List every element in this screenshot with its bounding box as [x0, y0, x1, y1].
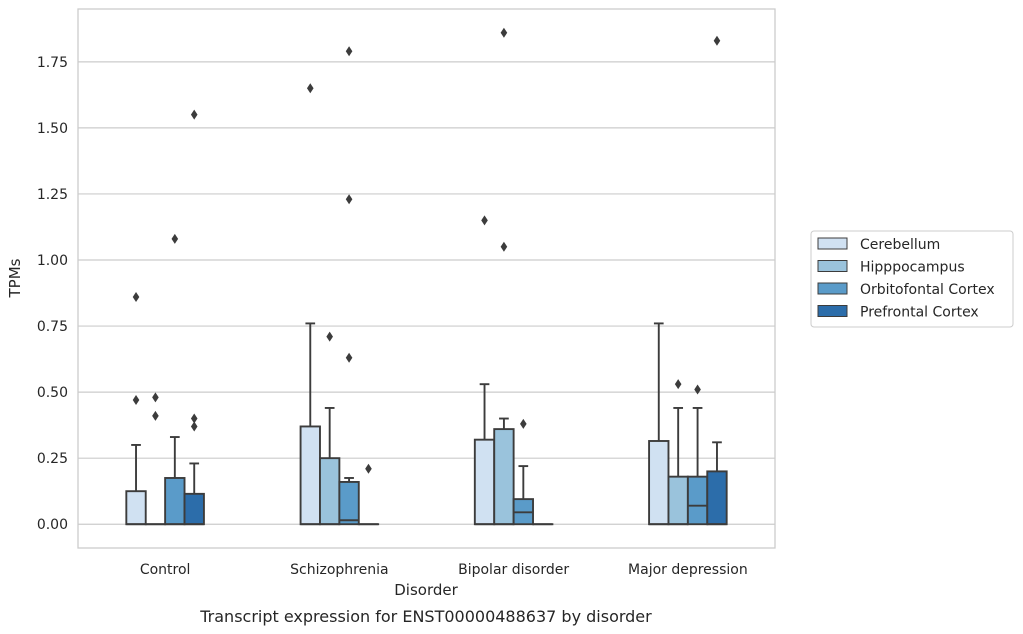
x-axis-label: Disorder: [394, 581, 458, 599]
legend-label: Orbitofontal Cortex: [860, 282, 995, 298]
box-group: [493, 27, 515, 526]
outlier-point: [694, 384, 701, 395]
box-group: [667, 379, 689, 526]
outlier-point: [190, 421, 198, 432]
box: [706, 470, 728, 526]
box-series: [125, 27, 728, 526]
legend-swatch: [817, 237, 848, 250]
outlier-point: [500, 241, 508, 252]
outlier-point: [500, 27, 508, 38]
box-group: [319, 331, 341, 526]
y-tick-label: 1.50: [37, 121, 68, 137]
x-tick-labels: Control Schizophrenia Bipolar disorder Majo…: [140, 562, 748, 578]
x-tick-label: Control: [140, 562, 191, 578]
plot-frame: [77, 8, 776, 549]
outlier-point: [674, 379, 682, 390]
box-group: [686, 384, 709, 526]
chart-caption: Transcript expression for ENST0000048863…: [199, 607, 652, 626]
box-group: [706, 35, 728, 526]
box-group: [183, 109, 205, 526]
legend-label: Prefrontal Cortex: [860, 305, 979, 321]
box-group: [512, 418, 534, 526]
legend-swatch: [817, 260, 848, 272]
y-tick-label: 0.50: [37, 385, 68, 401]
box: [493, 428, 515, 526]
y-tick-label: 0.75: [37, 319, 68, 335]
legend-swatch: [817, 305, 848, 317]
outlier-point: [345, 352, 353, 363]
x-tick-label: Schizophrenia: [290, 562, 388, 578]
box: [338, 480, 360, 526]
x-tick-label: Bipolar disorder: [458, 562, 569, 578]
outlier-point: [190, 109, 198, 120]
box: [648, 440, 670, 526]
plot-background: [78, 9, 775, 548]
legend: Cerebellum Hipppocampus Orbitofontal Corte…: [810, 230, 1014, 328]
box: [125, 490, 147, 526]
box-group: [338, 46, 360, 526]
outlier-point: [306, 83, 314, 94]
box: [319, 457, 341, 526]
outlier-point: [345, 194, 353, 205]
outlier-point: [171, 233, 179, 244]
box: [473, 438, 496, 526]
x-tick-label: Major depression: [628, 562, 748, 578]
outlier-point: [152, 392, 159, 403]
outlier-point: [481, 215, 488, 226]
box-group: [357, 463, 380, 526]
y-tick-label: 0.00: [37, 517, 68, 533]
outlier-point: [132, 291, 140, 302]
outlier-point: [365, 463, 372, 474]
box: [299, 425, 321, 526]
legend-label: Hipppocampus: [860, 260, 965, 276]
y-tick-label: 1.00: [37, 253, 68, 269]
y-tick-label: 0.25: [37, 451, 68, 467]
y-tick-label: 1.75: [37, 55, 68, 71]
box: [164, 477, 186, 526]
outlier-point: [713, 35, 721, 46]
legend-swatch: [817, 282, 848, 295]
outlier-point: [190, 413, 198, 424]
box: [686, 475, 709, 526]
box-group: [473, 215, 496, 526]
y-axis-label: TPMs: [6, 258, 24, 298]
y-tick-labels: 0.00 0.25 0.50 0.75 1.00 1.25 1.50 1.75: [37, 55, 68, 533]
y-tick-label: 1.25: [37, 187, 68, 203]
outlier-point: [152, 410, 159, 421]
box-group: [648, 322, 670, 526]
legend-label: Cerebellum: [860, 237, 940, 253]
box: [183, 492, 205, 526]
box-group: [125, 291, 147, 526]
outlier-point: [520, 418, 527, 429]
outlier-point: [345, 46, 353, 57]
outlier-point: [132, 395, 140, 406]
grid-lines: [78, 61, 775, 525]
outlier-point: [326, 331, 333, 342]
box: [667, 475, 689, 526]
legend-frame: [810, 230, 1014, 328]
